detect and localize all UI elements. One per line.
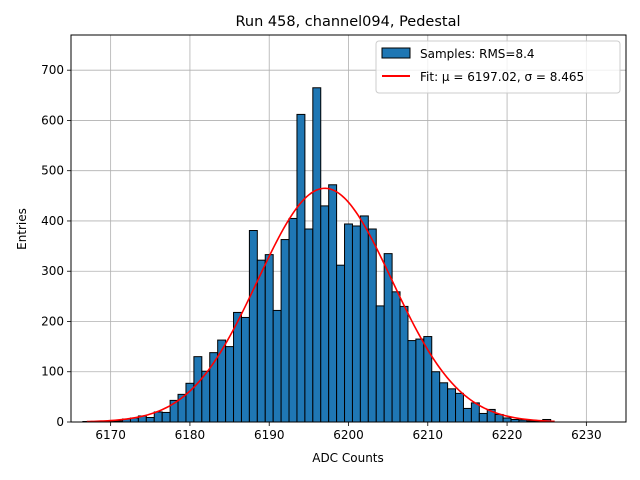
x-tick-label: 6180 [175,428,206,442]
histogram-bar [502,417,512,423]
histogram-bar [217,339,227,423]
histogram-bar [478,412,488,423]
histogram-bar [455,392,464,423]
histogram-bar [193,356,203,423]
histogram-bar [375,305,385,423]
histogram-bar [415,338,425,423]
histogram-bar [201,370,211,423]
histogram-bar [248,230,258,423]
histogram-bar [462,407,472,423]
histogram-bar [391,291,401,423]
x-tick-label: 6170 [95,428,126,442]
histogram-bar [312,87,322,423]
histogram-bar [367,228,377,423]
y-tick-label: 300 [41,264,64,278]
legend: Samples: RMS=8.4 Fit: μ = 6197.02, σ = 8… [375,40,621,94]
legend-histogram-swatch [381,47,411,59]
histogram-bar [328,184,338,423]
histogram-bar [240,316,250,423]
y-tick-label: 100 [41,365,64,379]
histogram-bar [336,264,346,423]
y-tick-label: 500 [41,164,64,178]
histogram-bar [296,113,306,423]
histogram-bar [447,388,457,423]
histogram-bar [351,225,361,423]
histogram-bar [145,416,155,423]
histogram-bar [439,382,449,423]
y-axis-ticks: 0 100 200 300 400 500 600 700 [41,63,71,429]
y-tick-label: 600 [41,113,64,127]
histogram-bar [288,217,298,423]
x-tick-label: 6200 [333,428,364,442]
legend-fit-label: Fit: μ = 6197.02, σ = 8.465 [420,70,584,84]
y-tick-label: 700 [41,63,64,77]
histogram-bar [470,402,480,423]
x-tick-label: 6190 [254,428,285,442]
histogram-bars [82,87,552,423]
histogram-bar [431,371,441,423]
histogram-bar [359,215,369,423]
histogram-bar [161,411,171,423]
histogram-bar [320,205,330,423]
x-axis-ticks: 6170 6180 6190 6200 6210 6220 6230 [95,422,602,442]
histogram-bar [256,259,266,423]
histogram-bar [153,411,163,423]
histogram-bar [399,305,409,423]
x-tick-label: 6210 [413,428,444,442]
y-tick-label: 200 [41,314,64,328]
x-axis-label: ADC Counts [312,451,384,465]
histogram-bar [280,239,290,423]
histogram-bar [344,223,353,423]
x-tick-label: 6230 [571,428,602,442]
chart-title: Run 458, channel094, Pedestal [235,14,460,30]
y-axis-label: Entries [15,208,29,250]
histogram-bar [407,340,417,423]
histogram-bar [272,309,282,423]
x-tick-label: 6220 [492,428,523,442]
y-tick-label: 400 [41,214,64,228]
histogram-bar [225,346,235,423]
histogram-bar [304,228,314,423]
histogram-bar [264,254,274,423]
fit-curve [86,187,555,423]
legend-histogram-label: Samples: RMS=8.4 [420,47,535,61]
legend-box [375,40,621,94]
y-tick-label: 0 [56,415,64,429]
